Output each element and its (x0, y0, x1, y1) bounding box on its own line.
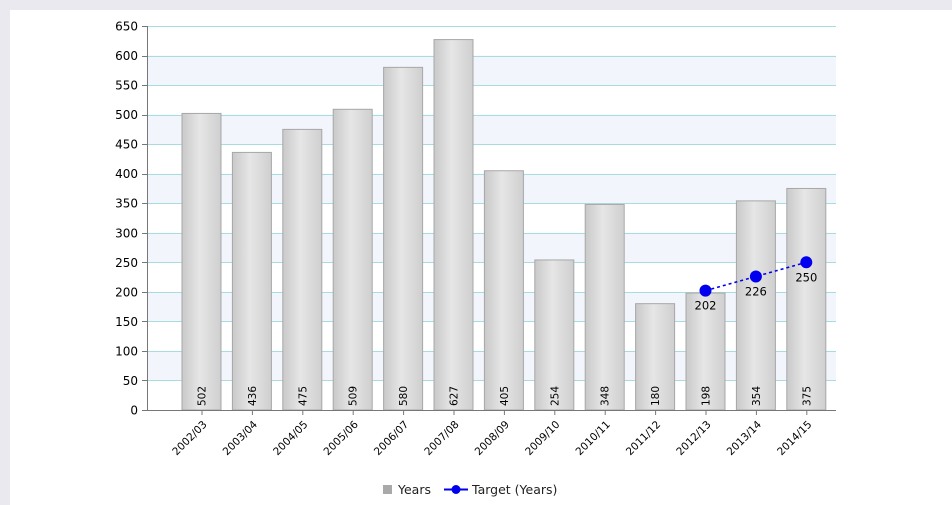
bar-value-label: 375 (801, 386, 813, 406)
bar-value-label: 405 (499, 386, 511, 406)
bar-2011/12 (635, 303, 676, 411)
y-tick-label: 650 (115, 20, 138, 34)
x-tick-label-2008/09: 2008/09 (473, 419, 512, 458)
y-tick-label: 400 (115, 167, 138, 181)
bar-2009/10 (534, 259, 575, 411)
y-tick-label: 50 (123, 374, 138, 388)
x-tick-label-2014/15: 2014/15 (775, 419, 814, 458)
frame-top-border (0, 0, 952, 10)
x-tick-label-2006/07: 2006/07 (372, 419, 411, 458)
y-tick-label: 300 (115, 226, 138, 240)
axes (142, 26, 836, 415)
bar-value-label: 475 (297, 386, 309, 406)
bar-2002/03 (181, 112, 222, 411)
bar-2010/11 (584, 203, 625, 411)
target-point-2013/14 (749, 270, 762, 283)
target-point-label: 202 (695, 299, 717, 313)
target-point-label: 226 (745, 284, 767, 298)
x-axis-tick-labels: 2002/03 2003/04 2004/05 2005/06 2006/07 2007/… (170, 418, 814, 458)
plot-band (147, 114, 836, 145)
bar-value-label: 254 (549, 386, 561, 406)
y-tick-label: 200 (115, 285, 138, 299)
bar-value-labels: 502 436 475 509 580 627 405 254 348 180 198 354 375 (197, 386, 814, 406)
y-tick-label: 150 (115, 315, 138, 329)
x-tick-label-2004/05: 2004/05 (271, 419, 310, 458)
line-series-target: 202 226 250 (695, 256, 817, 313)
x-tick-label-2011/12: 2011/12 (624, 419, 663, 458)
y-tick-label: 0 (130, 404, 138, 418)
x-tick-label-2010/11: 2010/11 (573, 419, 612, 458)
bar-2013/14 (735, 200, 776, 411)
bar-2004/05 (282, 128, 323, 411)
legend-target-dot (451, 485, 461, 494)
y-tick-label: 500 (115, 108, 138, 122)
bar-2014/15 (786, 187, 827, 411)
bar-2003/04 (231, 151, 272, 411)
bar-value-label: 580 (398, 386, 410, 406)
y-tick-label: 600 (115, 49, 138, 63)
y-tick-label: 350 (115, 197, 138, 211)
bar-value-label: 502 (197, 386, 209, 406)
bar-value-label: 354 (751, 386, 763, 406)
bar-2008/09 (483, 170, 524, 411)
x-tick-label-2013/14: 2013/14 (725, 418, 765, 458)
legend-years-label[interactable]: Years (397, 482, 431, 497)
bar-2007/08 (433, 39, 474, 411)
target-point-label: 250 (795, 270, 817, 284)
bar-value-label: 627 (449, 386, 461, 406)
x-tick-label-2012/13: 2012/13 (674, 419, 713, 458)
x-tick-label-2007/08: 2007/08 (422, 419, 461, 458)
bar-value-label: 198 (701, 386, 713, 406)
x-tick-label-2009/10: 2009/10 (523, 419, 562, 458)
x-tick-label-2002/03: 2002/03 (170, 419, 209, 458)
y-tick-label: 250 (115, 256, 138, 270)
bar-value-label: 348 (600, 386, 612, 406)
y-tick-label: 450 (115, 138, 138, 152)
y-tick-label: 100 (115, 344, 138, 358)
bar-value-label: 436 (247, 386, 259, 406)
frame-left-border (0, 0, 10, 505)
bar-2005/06 (332, 108, 373, 411)
y-tick-label: 550 (115, 79, 138, 93)
target-point-2012/13 (699, 284, 712, 297)
x-tick-label-2003/04: 2003/04 (221, 418, 261, 458)
bar-2006/07 (383, 66, 424, 411)
bar-series-years (181, 39, 827, 411)
bar-value-label: 180 (650, 386, 662, 406)
legend-target-label[interactable]: Target (Years) (471, 482, 557, 497)
y-axis-tick-labels: 0 50 100 150 200 250 300 350 400 450 500 550 600 650 (115, 20, 138, 418)
target-point-2014/15 (800, 256, 813, 269)
plot-band (147, 55, 836, 86)
x-tick-label-2005/06: 2005/06 (321, 418, 361, 458)
chart-legend[interactable]: Years Target (Years) (383, 482, 557, 497)
legend-years-swatch (383, 485, 392, 494)
bar-2012/13 (685, 292, 726, 411)
bar-value-label: 509 (348, 386, 360, 406)
